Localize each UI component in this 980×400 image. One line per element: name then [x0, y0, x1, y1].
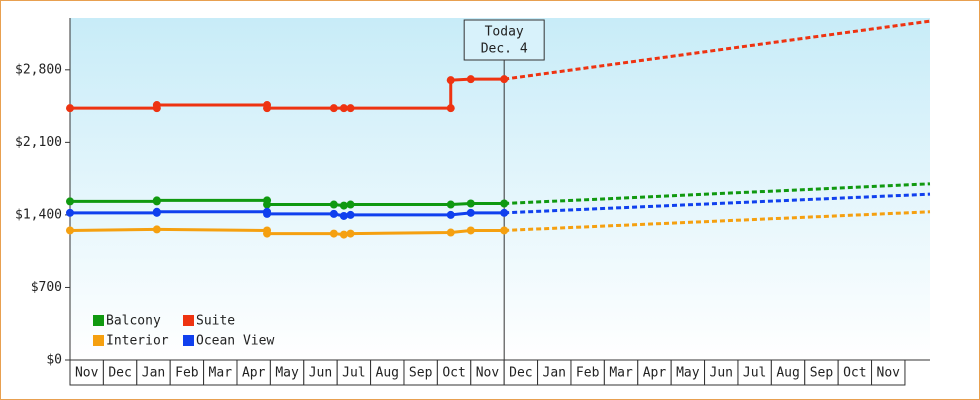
annotation-text: Today — [485, 25, 524, 40]
point — [339, 104, 348, 113]
x-tick-label: Apr — [643, 366, 667, 381]
point — [66, 208, 74, 217]
x-tick-label: Mar — [209, 366, 233, 381]
y-tick-label: $1,400 — [15, 207, 62, 222]
x-tick-cell — [269, 359, 305, 386]
x-tick-label: Aug — [776, 366, 799, 381]
point — [466, 75, 475, 84]
x-tick-label: Jun — [309, 366, 332, 381]
point — [500, 208, 509, 217]
x-tick-cell — [570, 359, 605, 386]
point — [500, 226, 509, 235]
x-tick-cell — [603, 359, 639, 386]
point — [66, 226, 74, 235]
point — [152, 101, 161, 110]
x-tick-cell — [804, 359, 839, 386]
point — [339, 201, 348, 210]
point — [339, 211, 348, 220]
legend-label: Ocean View — [196, 334, 274, 349]
point — [152, 207, 161, 216]
x-tick-label: Jul — [743, 366, 766, 381]
legend-swatch — [93, 315, 104, 326]
x-tick-cell — [436, 359, 472, 386]
point — [346, 210, 355, 219]
point — [446, 210, 455, 219]
point — [263, 229, 272, 238]
point — [152, 225, 161, 234]
x-tick-cell — [670, 359, 706, 386]
legend-swatch — [183, 315, 194, 326]
x-tick-cell — [370, 359, 405, 386]
point — [339, 230, 348, 239]
y-tick-label: $0 — [46, 353, 62, 368]
y-tick-label: $700 — [31, 280, 62, 295]
x-tick-label: Feb — [576, 366, 600, 381]
point — [346, 229, 355, 238]
x-tick-label: Jun — [710, 366, 733, 381]
point — [446, 104, 455, 113]
x-tick-cell — [770, 359, 806, 386]
x-tick-label: Dec — [509, 366, 532, 381]
point — [466, 208, 475, 217]
point — [329, 229, 338, 238]
x-tick-cell — [871, 359, 906, 386]
legend-swatch — [93, 335, 104, 346]
x-tick-label: Jan — [142, 366, 165, 381]
annotation-box — [463, 19, 545, 61]
point — [329, 200, 338, 209]
y-tick-label: $2,100 — [15, 135, 62, 150]
x-tick-label: Nov — [75, 366, 99, 381]
point — [446, 228, 455, 237]
point — [66, 104, 74, 113]
x-tick-label: Nov — [476, 366, 500, 381]
x-tick-cell — [69, 359, 104, 386]
point — [329, 209, 338, 218]
point — [500, 75, 509, 84]
x-tick-label: May — [275, 366, 299, 381]
legend-label: Balcony — [106, 314, 161, 329]
x-tick-label: Oct — [442, 366, 465, 381]
x-tick-label: Dec — [108, 366, 131, 381]
x-tick-cell — [303, 359, 338, 386]
x-tick-label: Apr — [242, 366, 266, 381]
annotation-text: Dec. 4 — [481, 42, 528, 57]
x-tick-label: Sep — [810, 366, 834, 381]
point — [329, 104, 338, 113]
point — [446, 76, 455, 85]
x-tick-cell — [403, 359, 438, 386]
point — [500, 199, 509, 208]
point — [346, 104, 355, 113]
legend-label: Suite — [196, 314, 235, 329]
x-tick-label: Jul — [342, 366, 365, 381]
x-tick-label: Nov — [877, 366, 901, 381]
point — [466, 226, 475, 235]
projection-line — [504, 182, 931, 206]
point — [263, 104, 272, 113]
projection-line — [504, 192, 931, 215]
series-line — [69, 227, 505, 237]
x-tick-label: Oct — [843, 366, 866, 381]
x-tick-label: May — [676, 366, 700, 381]
point — [152, 196, 161, 205]
point — [66, 197, 74, 206]
x-tick-label: Jan — [543, 366, 566, 381]
legend-swatch — [183, 335, 194, 346]
point — [346, 200, 355, 209]
x-tick-label: Aug — [376, 366, 399, 381]
point — [466, 199, 475, 208]
point — [263, 209, 272, 218]
y-tick-label: $2,800 — [15, 62, 62, 77]
projection-line — [504, 210, 931, 232]
point — [446, 200, 455, 209]
x-tick-label: Feb — [175, 366, 199, 381]
legend-label: Interior — [106, 334, 169, 349]
point — [263, 200, 272, 209]
x-tick-label: Mar — [609, 366, 633, 381]
x-tick-label: Sep — [409, 366, 433, 381]
